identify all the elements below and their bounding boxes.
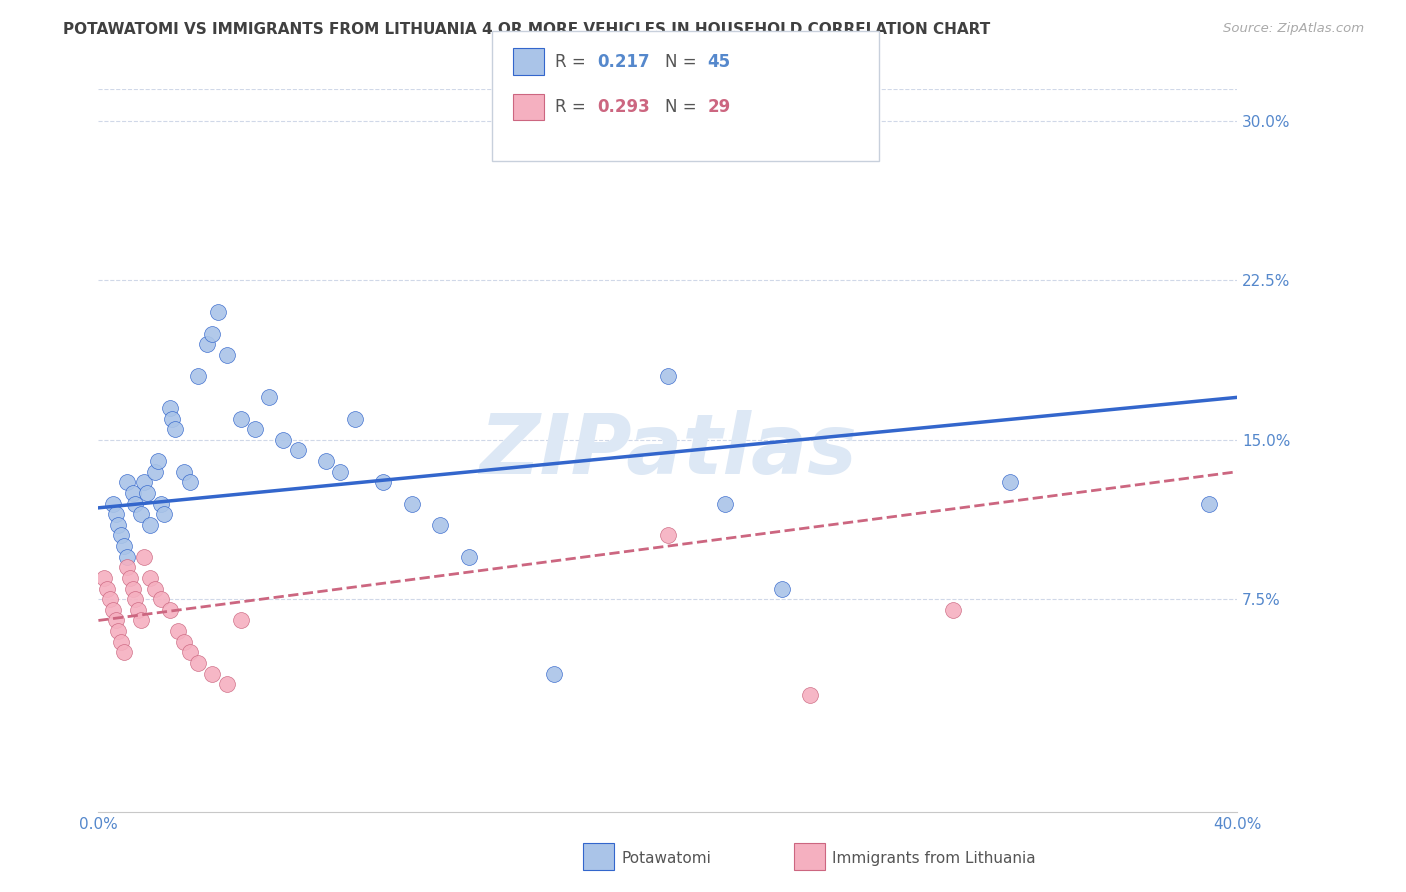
Point (714, 497, 737, 511)
Text: Immigrants from Lithuania: Immigrants from Lithuania (832, 851, 1036, 865)
Point (942, 603, 965, 617)
Point (112, 539, 135, 553)
Point (121, 486, 143, 500)
Point (107, 624, 129, 639)
Point (132, 475, 155, 490)
Point (124, 592, 146, 607)
Point (104, 614, 127, 628)
Point (121, 582, 143, 596)
Point (93, 571, 115, 585)
Text: 29: 29 (707, 98, 731, 116)
Point (373, 475, 395, 490)
Point (115, 475, 138, 490)
Point (187, 369, 209, 384)
Point (543, 666, 565, 681)
Text: N =: N = (665, 53, 702, 70)
Point (110, 634, 132, 648)
Point (167, 624, 190, 639)
Point (115, 549, 138, 564)
Point (127, 603, 149, 617)
Point (998, 475, 1021, 490)
Point (273, 433, 295, 447)
Point (287, 443, 309, 458)
Point (657, 528, 679, 542)
Point (195, 337, 218, 351)
Point (129, 614, 152, 628)
Point (207, 305, 229, 319)
Point (201, 666, 224, 681)
Point (132, 549, 155, 564)
Point (145, 582, 167, 596)
Point (107, 517, 129, 532)
Point (129, 507, 152, 521)
Point (101, 603, 124, 617)
Point (138, 517, 160, 532)
Point (159, 603, 181, 617)
Point (229, 614, 252, 628)
Point (173, 465, 195, 479)
Point (229, 411, 252, 425)
Point (215, 348, 238, 362)
Point (135, 486, 157, 500)
Point (259, 390, 281, 404)
Text: R =: R = (555, 98, 592, 116)
Point (118, 571, 141, 585)
Point (243, 422, 266, 436)
Text: Potawatomi: Potawatomi (621, 851, 711, 865)
Point (179, 475, 201, 490)
Text: 0.217: 0.217 (598, 53, 650, 70)
Point (329, 465, 352, 479)
Text: R =: R = (555, 53, 592, 70)
Point (165, 422, 187, 436)
Point (145, 465, 167, 479)
Point (173, 634, 195, 648)
Point (799, 688, 821, 702)
Point (401, 497, 423, 511)
Point (187, 656, 209, 670)
Point (162, 411, 184, 425)
Point (159, 401, 181, 415)
Point (124, 497, 146, 511)
Point (1198, 497, 1220, 511)
Text: N =: N = (665, 98, 702, 116)
Point (179, 645, 201, 659)
Point (148, 454, 170, 468)
Point (429, 517, 451, 532)
Point (110, 528, 132, 542)
Text: ZIPatlas: ZIPatlas (479, 410, 856, 491)
Point (201, 326, 224, 341)
Point (101, 497, 124, 511)
Text: Source: ZipAtlas.com: Source: ZipAtlas.com (1223, 22, 1364, 36)
Point (215, 677, 238, 691)
Point (150, 592, 173, 607)
Point (98, 592, 121, 607)
Point (112, 645, 135, 659)
Point (770, 582, 793, 596)
Text: 45: 45 (707, 53, 730, 70)
Point (150, 497, 173, 511)
Point (457, 549, 479, 564)
Point (138, 571, 160, 585)
Point (104, 507, 127, 521)
Point (115, 560, 138, 574)
Text: 0.293: 0.293 (598, 98, 651, 116)
Point (96, 582, 118, 596)
Point (343, 411, 366, 425)
Point (315, 454, 337, 468)
Text: POTAWATOMI VS IMMIGRANTS FROM LITHUANIA 4 OR MORE VEHICLES IN HOUSEHOLD CORRELAT: POTAWATOMI VS IMMIGRANTS FROM LITHUANIA … (63, 22, 990, 37)
Point (153, 507, 176, 521)
Point (657, 369, 679, 384)
